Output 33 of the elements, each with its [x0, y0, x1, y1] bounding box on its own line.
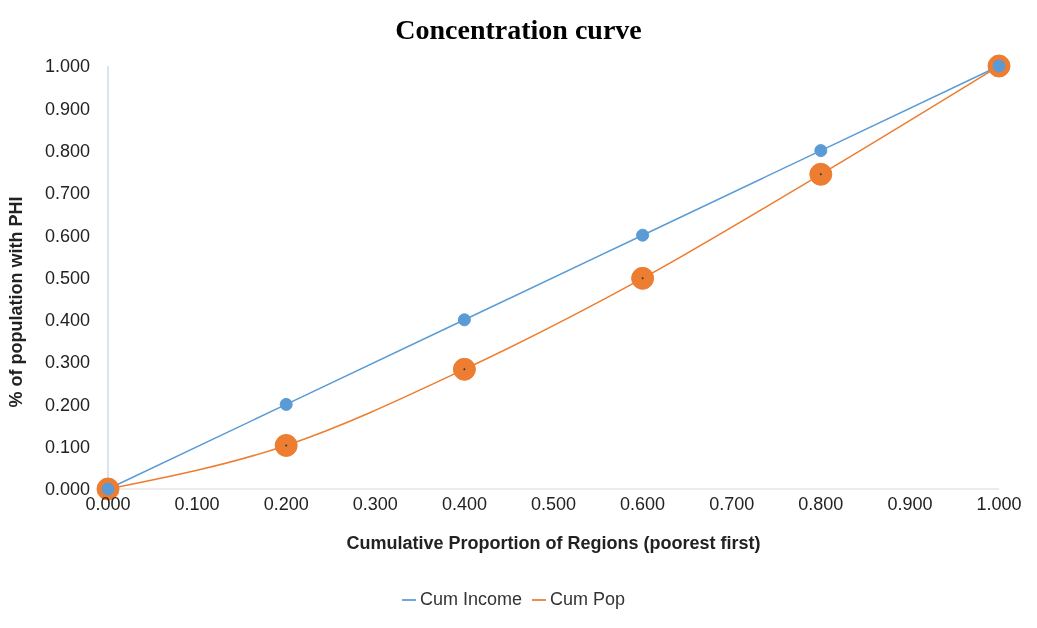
x-tick-label: 0.500 — [530, 493, 577, 514]
x-axis-title: Cumulative Proportion of Regions (poorest first) — [346, 533, 761, 553]
point — [452, 357, 476, 381]
y-axis-title: % of population with PHI — [6, 196, 27, 408]
x-tick-label: 0.200 — [263, 493, 309, 514]
y-tick-label: 0.500 — [44, 267, 90, 288]
point — [814, 144, 828, 158]
point — [279, 397, 293, 411]
x-tick-label: 0.400 — [441, 493, 487, 514]
point — [274, 433, 298, 457]
y-tick-label: 0.700 — [44, 183, 90, 204]
y-tick-label: 0.800 — [44, 140, 90, 161]
x-tick-label: 0.900 — [887, 493, 933, 514]
y-tick-label: 0.300 — [44, 352, 90, 373]
point — [457, 313, 471, 327]
chart-title: Concentration curve — [394, 13, 643, 47]
x-tick-label: 0.800 — [798, 493, 844, 514]
y-tick-label: 0.400 — [44, 310, 90, 331]
x-tick-label: 1.000 — [976, 493, 1022, 514]
x-tick-label: 0.600 — [620, 493, 666, 514]
x-tick-label: 0.300 — [352, 493, 398, 514]
y-tick-label: 0.100 — [44, 437, 90, 458]
point — [809, 162, 833, 186]
point — [631, 266, 655, 290]
point — [636, 228, 650, 242]
y-tick-label: 0.600 — [44, 225, 90, 246]
y-tick-label: 0.200 — [44, 394, 90, 415]
y-tick-label: 0.900 — [44, 98, 90, 119]
x-tick-label: 0.700 — [709, 493, 755, 514]
y-tick-label: 1.000 — [44, 56, 90, 77]
legend-label: Cum Income — [419, 589, 522, 609]
x-tick-label: 0.100 — [174, 493, 220, 514]
legend-label: Cum Pop — [550, 589, 626, 609]
